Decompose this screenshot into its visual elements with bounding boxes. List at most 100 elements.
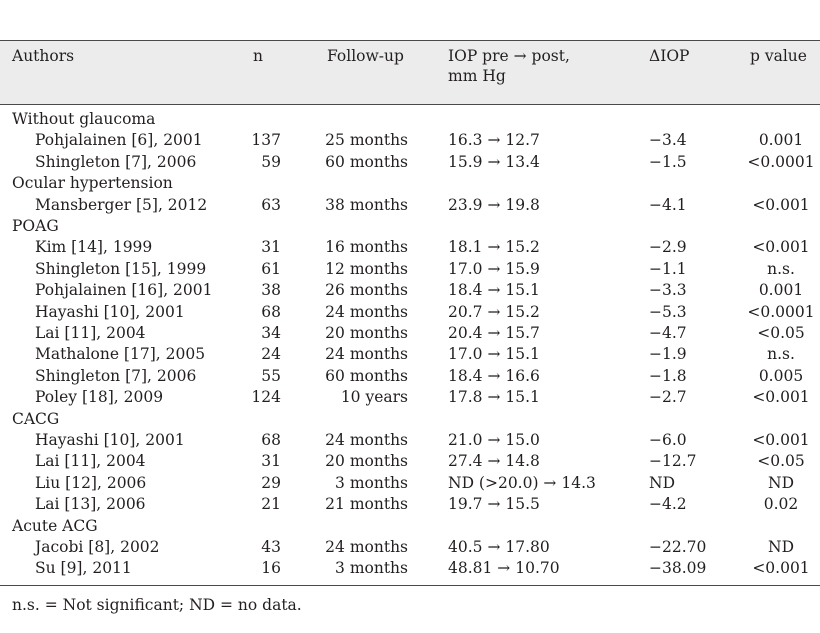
cell-delta: −4.7 — [649, 324, 687, 342]
cell-followup: 24 months — [325, 302, 408, 321]
header-iop: IOP pre → post, — [448, 47, 570, 65]
header-p: p value — [750, 47, 807, 65]
cell-author: Shingleton [7], 2006 — [35, 366, 197, 385]
cell-n: 34 — [261, 324, 281, 342]
cell-n: 16 — [261, 559, 281, 578]
cell-delta: −1.9 — [649, 345, 687, 364]
cell-p: <0.001 — [752, 195, 810, 214]
cell-n: 21 — [261, 495, 281, 514]
cell-followup: 26 months — [325, 281, 408, 300]
cell-iop: 21.0 → 15.0 — [448, 431, 540, 449]
cell-p: 0.001 — [758, 131, 804, 150]
group-label: Without glaucoma — [12, 110, 156, 128]
cell-iop: 48.81 → 10.70 — [448, 559, 560, 578]
cell-p: <0.001 — [752, 238, 810, 257]
cell-author: Lai [13], 2006 — [35, 495, 146, 514]
cell-delta: −5.3 — [649, 302, 687, 321]
header-n: n — [253, 47, 263, 65]
header-iop-unit: mm Hg — [448, 67, 506, 85]
cell-author: Kim [14], 1999 — [35, 238, 153, 257]
cell-followup: 25 months — [325, 131, 408, 150]
cell-n: 43 — [261, 538, 281, 556]
cell-iop: 18.4 → 15.1 — [448, 281, 540, 300]
cell-n: 38 — [261, 281, 281, 300]
cell-followup: 60 months — [325, 152, 408, 171]
bottom-rule — [0, 585, 820, 586]
header-followup: Follow-up — [327, 47, 404, 65]
header-authors: Authors — [12, 47, 75, 65]
cell-p: ND — [768, 473, 794, 492]
cell-p: ND — [768, 538, 794, 556]
cell-followup: 3 months — [335, 559, 408, 578]
cell-delta: −3.3 — [649, 281, 687, 300]
cell-delta: −12.7 — [649, 452, 697, 471]
cell-followup: 20 months — [325, 452, 408, 471]
cell-author: Liu [12], 2006 — [35, 473, 147, 492]
cell-p: n.s. — [767, 345, 795, 364]
cell-p: n.s. — [767, 259, 795, 278]
cell-p: <0.001 — [752, 559, 810, 578]
cell-iop: 27.4 → 14.8 — [448, 452, 540, 471]
header-rule — [0, 104, 820, 105]
cell-followup: 38 months — [325, 195, 408, 214]
cell-iop: 17.0 → 15.1 — [448, 345, 540, 364]
cell-iop: 16.3 → 12.7 — [448, 131, 540, 150]
cell-author: Jacobi [8], 2002 — [35, 538, 160, 556]
cell-followup: 16 months — [325, 238, 408, 257]
cell-iop: 17.0 → 15.9 — [448, 259, 540, 278]
cell-followup: 60 months — [325, 366, 408, 385]
cell-iop: 23.9 → 19.8 — [448, 195, 540, 214]
cell-iop: ND (>20.0) → 14.3 — [448, 473, 596, 492]
group-label: CACG — [12, 409, 60, 428]
cell-n: 59 — [261, 152, 281, 171]
cell-n: 55 — [261, 366, 281, 385]
cell-delta: −1.8 — [649, 366, 687, 385]
group-label: Ocular hypertension — [12, 174, 173, 193]
cell-iop: 20.4 → 15.7 — [448, 324, 540, 342]
cell-author: Shingleton [15], 1999 — [35, 259, 207, 278]
cell-p: <0.0001 — [747, 152, 815, 171]
cell-followup: 21 months — [325, 495, 408, 514]
cell-delta: −1.1 — [649, 259, 687, 278]
cell-delta: −1.5 — [649, 152, 687, 171]
cell-iop: 40.5 → 17.80 — [448, 538, 550, 556]
cell-iop: 18.4 → 16.6 — [448, 366, 540, 385]
cell-delta: −2.7 — [649, 388, 687, 407]
cell-followup: 12 months — [325, 259, 408, 278]
cell-delta: −3.4 — [649, 131, 687, 150]
group-label: POAG — [12, 217, 59, 235]
cell-delta: −2.9 — [649, 238, 687, 257]
cell-author: Lai [11], 2004 — [35, 324, 146, 342]
cell-p: <0.001 — [752, 431, 810, 449]
cell-author: Poley [18], 2009 — [35, 388, 164, 407]
group-label: Acute ACG — [12, 516, 98, 535]
cell-iop: 18.1 → 15.2 — [448, 238, 540, 257]
cell-n: 68 — [261, 431, 281, 449]
cell-delta: −22.70 — [649, 538, 707, 556]
cell-delta: −4.2 — [649, 495, 687, 514]
cell-author: Hayashi [10], 2001 — [35, 431, 185, 449]
top-rule — [0, 40, 820, 41]
cell-author: Su [9], 2011 — [35, 559, 132, 578]
cell-followup: 20 months — [325, 324, 408, 342]
cell-followup: 24 months — [325, 538, 408, 556]
cell-author: Pohjalainen [6], 2001 — [35, 131, 203, 150]
cell-p: <0.0001 — [747, 302, 815, 321]
header-delta: ΔIOP — [649, 47, 690, 65]
cell-author: Shingleton [7], 2006 — [35, 152, 197, 171]
cell-n: 61 — [261, 259, 281, 278]
cell-delta: ND — [649, 473, 675, 492]
footnote: n.s. = Not significant; ND = no data. — [12, 596, 302, 614]
cell-p: <0.05 — [757, 452, 805, 471]
cell-n: 29 — [261, 473, 281, 492]
cell-delta: −4.1 — [649, 195, 687, 214]
cell-p: <0.001 — [752, 388, 810, 407]
cell-n: 124 — [251, 388, 281, 407]
cell-n: 31 — [261, 238, 281, 257]
cell-n: 137 — [251, 131, 281, 150]
cell-iop: 20.7 → 15.2 — [448, 302, 540, 321]
cell-author: Hayashi [10], 2001 — [35, 302, 185, 321]
cell-p: 0.001 — [758, 281, 804, 300]
cell-followup: 10 years — [340, 388, 408, 407]
